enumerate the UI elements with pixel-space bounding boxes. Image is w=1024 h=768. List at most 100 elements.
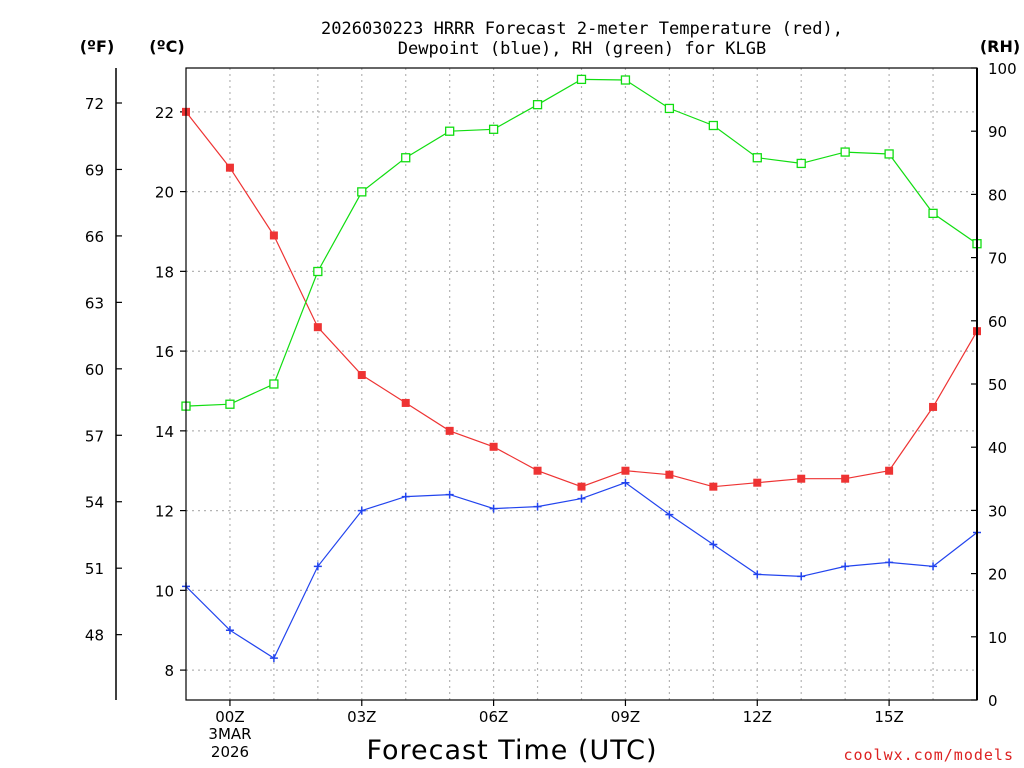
fahrenheit-tick-label: 48 [85, 627, 104, 645]
dewpoint-point [357, 506, 366, 515]
rh-unit-label: (RH) [980, 37, 1020, 56]
x-tick-label: 06Z [479, 708, 508, 726]
celsius-tick-label: 12 [155, 503, 174, 521]
dewpoint-point [577, 494, 586, 503]
temperature-point [885, 466, 894, 475]
dewpoint-point [885, 558, 894, 567]
fahrenheit-tick-label: 51 [85, 560, 104, 578]
celsius-tick-label: 22 [155, 104, 174, 122]
temperature-point [489, 442, 498, 451]
dewpoint-point [709, 540, 718, 549]
temperature-point [577, 482, 586, 491]
temperature-point [313, 323, 322, 332]
rh-point [488, 124, 499, 134]
rh-tick-label: 40 [988, 439, 1007, 457]
dewpoint-point [665, 510, 674, 519]
rh-point [708, 120, 718, 131]
date-label-year: 2026 [211, 743, 249, 761]
rh-tick-label: 90 [988, 123, 1007, 141]
data-series [181, 74, 982, 663]
rh-point [269, 379, 279, 389]
temperature-point [401, 398, 410, 407]
fahrenheit-tick-label: 57 [85, 427, 104, 445]
temperature-point [929, 402, 938, 411]
temperature-point [225, 163, 234, 172]
dewpoint-point [445, 490, 454, 499]
x-tick-label: 00Z [215, 708, 244, 726]
rh-point [884, 149, 894, 159]
rh-tick-label: 50 [988, 376, 1007, 394]
celsius-tick-label: 18 [155, 263, 174, 281]
rh-point [313, 266, 323, 277]
rh-point [752, 153, 762, 163]
temperature-point [533, 466, 542, 475]
dewpoint-point [929, 562, 938, 571]
x-tick-label: 03Z [347, 708, 376, 726]
fahrenheit-unit-label: (ºF) [80, 37, 115, 56]
rh-point [664, 103, 675, 114]
fahrenheit-tick-label: 72 [85, 95, 104, 113]
x-tick-label: 15Z [874, 708, 903, 726]
rh-point [445, 126, 455, 136]
temperature-point [753, 478, 762, 487]
chart-title-line-2: Dewpoint (blue), RH (green) for KLGB [398, 39, 766, 59]
dewpoint-point [797, 572, 806, 581]
temperature-point [357, 371, 366, 380]
fahrenheit-tick-label: 66 [85, 228, 104, 246]
chart-title-line-1: 2026030223 HRRR Forecast 2-meter Tempera… [321, 19, 843, 39]
temperature-point [621, 466, 630, 475]
rh-point [576, 74, 587, 85]
credit-link[interactable]: coolwx.com/models [843, 746, 1014, 764]
dewpoint-point [225, 626, 234, 635]
gridlines [186, 68, 977, 700]
dewpoint-point [621, 478, 630, 487]
rh-point [620, 75, 631, 85]
x-tick-label: 12Z [743, 708, 772, 726]
date-label-day: 3MAR [208, 725, 251, 743]
dewpoint-point [489, 504, 498, 513]
rh-point [840, 147, 850, 157]
dewpoint-point [401, 492, 410, 501]
dewpoint-point [269, 654, 278, 663]
x-axis-title: Forecast Time (UTC) [366, 735, 657, 766]
temperature-point [841, 474, 850, 483]
axes: 00Z 03Z 06Z 09Z 12Z 15Z 8 10 12 14 16 18 20 22 48 51 54 5… [85, 60, 1017, 726]
rh-point [796, 158, 806, 169]
temperature-point [709, 482, 718, 491]
x-tick-label: 09Z [611, 708, 640, 726]
rh-point [532, 100, 543, 110]
celsius-tick-label: 8 [164, 662, 174, 680]
rh-tick-label: 30 [988, 502, 1007, 520]
temperature-point [269, 231, 278, 240]
dewpoint-line [185, 482, 978, 659]
fahrenheit-tick-label: 54 [85, 494, 104, 512]
fahrenheit-tick-label: 63 [85, 294, 104, 312]
dewpoint-point [841, 562, 850, 571]
fahrenheit-tick-label: 60 [85, 361, 104, 379]
dewpoint-point [313, 562, 322, 571]
dewpoint-point [753, 570, 762, 579]
dewpoint-point [533, 502, 542, 511]
celsius-unit-label: (ºC) [149, 37, 184, 56]
rh-point [225, 399, 235, 409]
rh-point [928, 208, 938, 219]
rh-tick-label: 100 [988, 60, 1017, 78]
rh-tick-label: 70 [988, 250, 1007, 268]
temperature-point [665, 470, 674, 479]
rh-tick-label: 0 [988, 692, 998, 710]
rh-tick-label: 80 [988, 186, 1007, 204]
fahrenheit-tick-label: 69 [85, 161, 104, 179]
celsius-tick-label: 16 [155, 343, 174, 361]
rh-tick-label: 60 [988, 313, 1007, 331]
celsius-tick-label: 10 [155, 582, 174, 600]
temperature-point [445, 426, 454, 435]
rh-tick-label: 20 [988, 566, 1007, 584]
plot-frame [185, 67, 978, 701]
rh-point [357, 187, 367, 197]
rh-point [401, 153, 411, 163]
celsius-tick-label: 14 [155, 423, 174, 441]
temperature-point [797, 474, 806, 483]
celsius-tick-label: 20 [155, 184, 174, 202]
rh-tick-label: 10 [988, 629, 1007, 647]
